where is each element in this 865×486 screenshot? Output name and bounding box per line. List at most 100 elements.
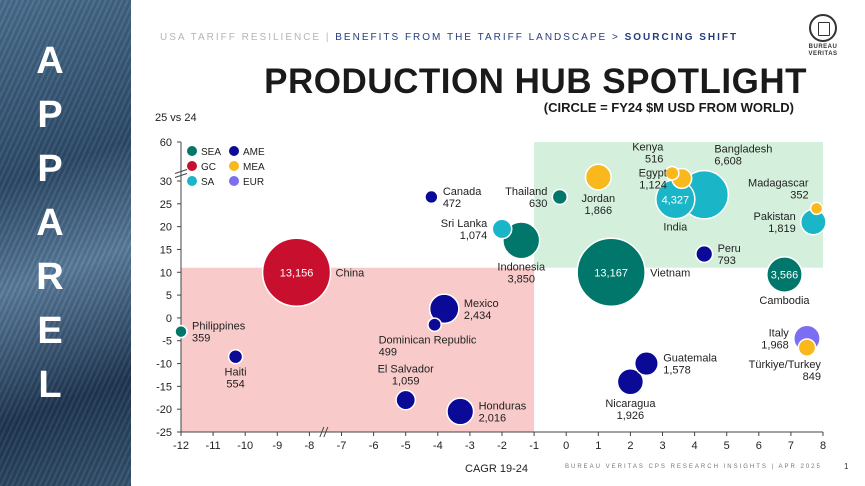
y-tick-label: -25 bbox=[156, 427, 172, 439]
bubble-label-kenya: Kenya bbox=[632, 141, 664, 153]
legend-label-gc: GC bbox=[201, 162, 216, 173]
y-tick-label: 15 bbox=[160, 244, 172, 256]
bubble-guatemala bbox=[633, 351, 659, 377]
bubble-label-canada: 472 bbox=[443, 198, 461, 210]
bubble-label-dominican-republic: Dominican Republic bbox=[379, 334, 477, 346]
bubble-label-bangladesh: 6,608 bbox=[714, 156, 742, 168]
x-tick-label: -10 bbox=[237, 440, 253, 452]
bubble-china bbox=[261, 237, 332, 308]
x-tick-label: 2 bbox=[627, 440, 633, 452]
bubble-label-indonesia: 3,850 bbox=[507, 274, 535, 286]
bubble-cambodia bbox=[766, 256, 803, 293]
bubble-label-dominican-republic: 499 bbox=[379, 346, 397, 358]
bubble-label-honduras: 2,016 bbox=[479, 412, 507, 424]
logo-word-line2: VERITAS bbox=[808, 51, 838, 57]
legend-swatch-gc bbox=[187, 161, 197, 171]
x-axis-label: CAGR 19-24 bbox=[465, 463, 528, 475]
x-tick-label: -6 bbox=[369, 440, 379, 452]
x-tick-label: 7 bbox=[788, 440, 794, 452]
y-tick-label: -10 bbox=[156, 359, 172, 371]
bubble-label-pakistan: Pakistan bbox=[754, 211, 796, 223]
breadcrumb-current: SOURCING SHIFT bbox=[624, 32, 739, 43]
bubble-label-sri-lanka: Sri Lanka bbox=[441, 218, 488, 230]
bubble-value-cambodia: 3,566 bbox=[771, 270, 799, 282]
bureau-veritas-logo: BUREAU VERITAS bbox=[805, 14, 841, 68]
y-axis-label: 25 vs 24 bbox=[155, 112, 197, 124]
logo-wordmark: BUREAU VERITAS bbox=[805, 44, 841, 58]
bubble-label-thailand: Thailand bbox=[505, 186, 547, 198]
sidebar-letter: R bbox=[36, 256, 64, 298]
bubble-label-madagascar: Madagascar bbox=[748, 177, 809, 189]
bubble-label-t-rkiye-turkey: Türkiye/Turkey bbox=[749, 359, 822, 371]
bubble-madagascar bbox=[809, 201, 824, 216]
bubble-label-peru: 793 bbox=[718, 255, 736, 267]
bubble-label-peru: Peru bbox=[718, 243, 741, 255]
bubble-label-nicaragua: 1,926 bbox=[617, 410, 645, 422]
x-tick-label: 5 bbox=[724, 440, 730, 452]
bubble-label-kenya: 516 bbox=[645, 153, 663, 165]
bubble-label-philippines: Philippines bbox=[192, 321, 246, 333]
footer-text: BUREAU VERITAS CPS RESEARCH INSIGHTS | A… bbox=[565, 464, 822, 470]
bubble-label-sri-lanka: 1,074 bbox=[460, 230, 488, 242]
bubble-label-bangladesh: Bangladesh bbox=[714, 144, 772, 156]
bubble-philippines bbox=[174, 324, 188, 339]
sidebar-letter: E bbox=[37, 310, 63, 352]
breadcrumb: USA TARIFF RESILIENCE | BENEFITS FROM TH… bbox=[160, 32, 738, 43]
bubble-label-indonesia: Indonesia bbox=[497, 262, 546, 274]
x-tick-label: 3 bbox=[659, 440, 665, 452]
sidebar-letter: L bbox=[38, 364, 62, 406]
bubble-vietnam bbox=[576, 237, 646, 308]
bubble-label-haiti: Haiti bbox=[225, 367, 247, 379]
bubble-label-egypt: Egypt bbox=[639, 167, 667, 179]
y-tick-label: -5 bbox=[162, 336, 172, 348]
x-tick-label: -12 bbox=[173, 440, 189, 452]
x-tick-label: -1 bbox=[529, 440, 539, 452]
legend-swatch-ame bbox=[229, 146, 239, 156]
bubble-label-madagascar: 352 bbox=[790, 189, 808, 201]
bubble-label-nicaragua: Nicaragua bbox=[605, 398, 656, 410]
bubble-label-canada: Canada bbox=[443, 186, 482, 198]
bubble-label-thailand: 630 bbox=[529, 198, 547, 210]
y-tick-label: 30 bbox=[160, 176, 172, 188]
sidebar-letter: A bbox=[36, 40, 64, 82]
bubble-label-el-salvador: 1,059 bbox=[392, 375, 420, 387]
bubble-value-vietnam: 13,167 bbox=[594, 267, 628, 279]
legend-label-ame: AME bbox=[243, 147, 265, 158]
x-tick-label: -5 bbox=[401, 440, 411, 452]
chart-bubbles: 13,167 13,156 4,327 3,566 bbox=[174, 163, 827, 426]
logo-seal-icon bbox=[809, 14, 837, 42]
y-tick-label: 0 bbox=[166, 313, 172, 325]
bubble-thailand bbox=[551, 188, 568, 206]
zone-decline bbox=[181, 267, 535, 432]
sidebar-letter: P bbox=[37, 94, 63, 136]
bubble-sri-lanka bbox=[491, 218, 513, 240]
breadcrumb-subsection: BENEFITS FROM THE TARIFF LANDSCAPE > bbox=[335, 32, 625, 43]
bubble-label-china: China bbox=[336, 267, 366, 279]
bubble-label-haiti: 554 bbox=[226, 379, 244, 391]
bubble-label-vietnam: Vietnam bbox=[650, 267, 690, 279]
y-tick-label: 10 bbox=[160, 267, 172, 279]
legend-label-mea: MEA bbox=[243, 162, 265, 173]
bubble-label-pakistan: 1,819 bbox=[768, 223, 796, 235]
y-tick-label: 60 bbox=[160, 137, 172, 149]
bubble-label-philippines: 359 bbox=[192, 333, 210, 345]
sidebar-letter: P bbox=[37, 148, 63, 190]
bubble-jordan bbox=[584, 163, 612, 191]
x-tick-label: 8 bbox=[820, 440, 826, 452]
x-axis-break-mark bbox=[319, 426, 329, 438]
page-title: PRODUCTION HUB SPOTLIGHT bbox=[264, 62, 807, 101]
logo-word-line1: BUREAU bbox=[808, 44, 838, 50]
y-tick-label: 20 bbox=[160, 222, 172, 234]
y-tick-label: -15 bbox=[156, 381, 172, 393]
sidebar-denim-panel: A P P A R E L bbox=[0, 0, 131, 486]
bubble-peru bbox=[695, 244, 714, 264]
bubble-mexico bbox=[428, 293, 460, 325]
sidebar-vertical-word: A P P A R E L bbox=[30, 34, 70, 412]
bubble-t-rkiye-turkey bbox=[797, 338, 817, 357]
chart-legend: SEA AME GC MEA SA EUR bbox=[187, 146, 265, 188]
page-subtitle: (CIRCLE = FY24 $M USD FROM WORLD) bbox=[543, 100, 794, 115]
bubble-label-el-salvador: El Salvador bbox=[378, 363, 435, 375]
y-axis-break-mark bbox=[174, 169, 188, 178]
